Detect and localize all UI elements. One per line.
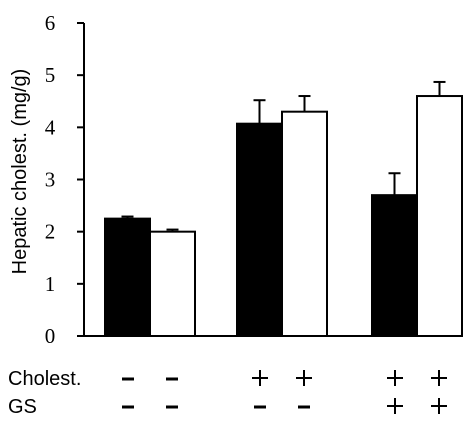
y-tick-label-3: 3 bbox=[45, 168, 56, 192]
treatment-row-label-2: GS bbox=[8, 396, 37, 418]
y-tick-label-4: 4 bbox=[45, 115, 56, 139]
bar-group2-open bbox=[281, 110, 328, 337]
y-axis-label: Hepatic cholest. (mg/g) bbox=[9, 69, 31, 275]
y-axis: 0 1 2 3 4 5 6 bbox=[45, 11, 85, 348]
bar-group3-open bbox=[416, 95, 463, 337]
y-tick-label-1: 1 bbox=[45, 272, 56, 296]
bar-group3-solid bbox=[371, 194, 418, 337]
bars bbox=[104, 95, 463, 338]
treatment-table: Cholest. GS bbox=[8, 368, 447, 418]
bar-group2-solid bbox=[236, 122, 283, 337]
y-tick-label-6: 6 bbox=[45, 11, 56, 35]
treatment-row-label-1: Cholest. bbox=[8, 368, 81, 390]
y-tick-label-2: 2 bbox=[45, 220, 56, 244]
y-tick-label-0: 0 bbox=[45, 324, 56, 348]
bar-group1-solid bbox=[104, 217, 151, 337]
error-bars bbox=[121, 80, 446, 232]
y-tick-label-5: 5 bbox=[45, 63, 56, 87]
bar-group1-open bbox=[149, 230, 196, 338]
